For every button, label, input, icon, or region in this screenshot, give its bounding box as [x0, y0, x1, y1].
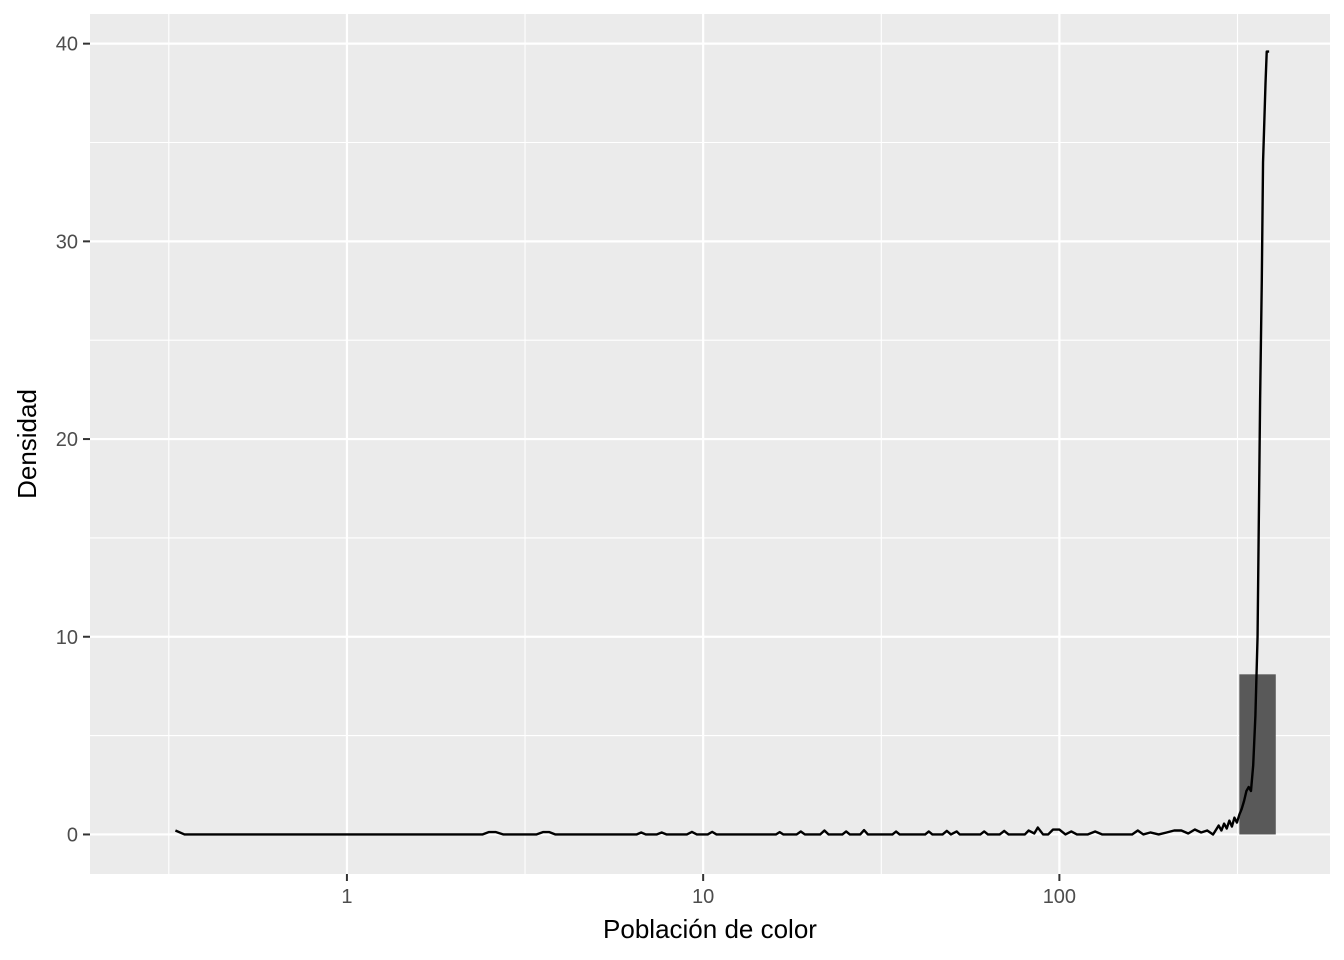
- y-axis-ticks: 0 10 20 30 40: [56, 34, 90, 846]
- y-tick-label: 30: [56, 231, 78, 253]
- y-tick-label: 40: [56, 34, 78, 56]
- plot-panel: [90, 14, 1330, 874]
- minor-gridlines: [90, 14, 1330, 874]
- x-tick-label: 100: [1043, 886, 1076, 908]
- x-axis-title: Población de color: [603, 914, 817, 944]
- y-tick-label: 0: [67, 824, 78, 846]
- x-axis-ticks: 1 10 100: [341, 874, 1076, 908]
- density-curve: [174, 50, 1270, 836]
- x-tick-label: 1: [341, 886, 352, 908]
- y-axis-title: Densidad: [12, 389, 42, 499]
- histogram-bars: [1239, 674, 1276, 835]
- histogram-bar: [1239, 674, 1276, 835]
- y-tick-label: 20: [56, 429, 78, 451]
- y-tick-label: 10: [56, 627, 78, 649]
- x-tick-label: 10: [692, 886, 714, 908]
